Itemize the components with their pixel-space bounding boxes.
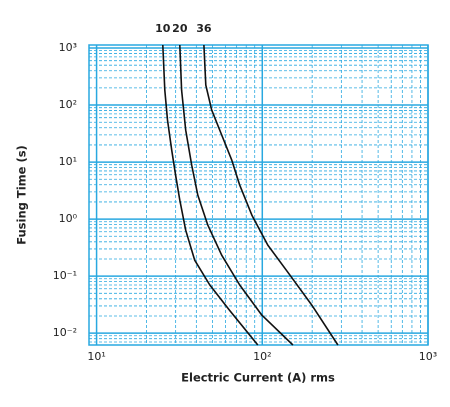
y-tick-label: 10⁰	[59, 212, 78, 225]
curve	[179, 44, 294, 346]
x-axis-title: Electric Current (A) rms	[181, 371, 335, 385]
y-tick-label: 10²	[59, 98, 77, 111]
plot-frame	[88, 44, 429, 346]
x-tick-label: 10¹	[87, 350, 105, 363]
y-tick-label: 10¹	[59, 155, 77, 168]
y-tick-label: 10⁻¹	[53, 269, 77, 282]
y-tick-label: 10⁻²	[53, 326, 77, 339]
x-tick-label: 10³	[419, 350, 437, 363]
curve	[203, 44, 339, 346]
x-tick-label: 10²	[253, 350, 271, 363]
y-axis-title: Fusing Time (s)	[15, 145, 29, 245]
curve	[162, 44, 259, 346]
y-tick-label: 10³	[59, 41, 77, 54]
series-label: 10	[155, 22, 171, 35]
series-label: 36	[196, 22, 212, 35]
series-label: 20	[172, 22, 188, 35]
